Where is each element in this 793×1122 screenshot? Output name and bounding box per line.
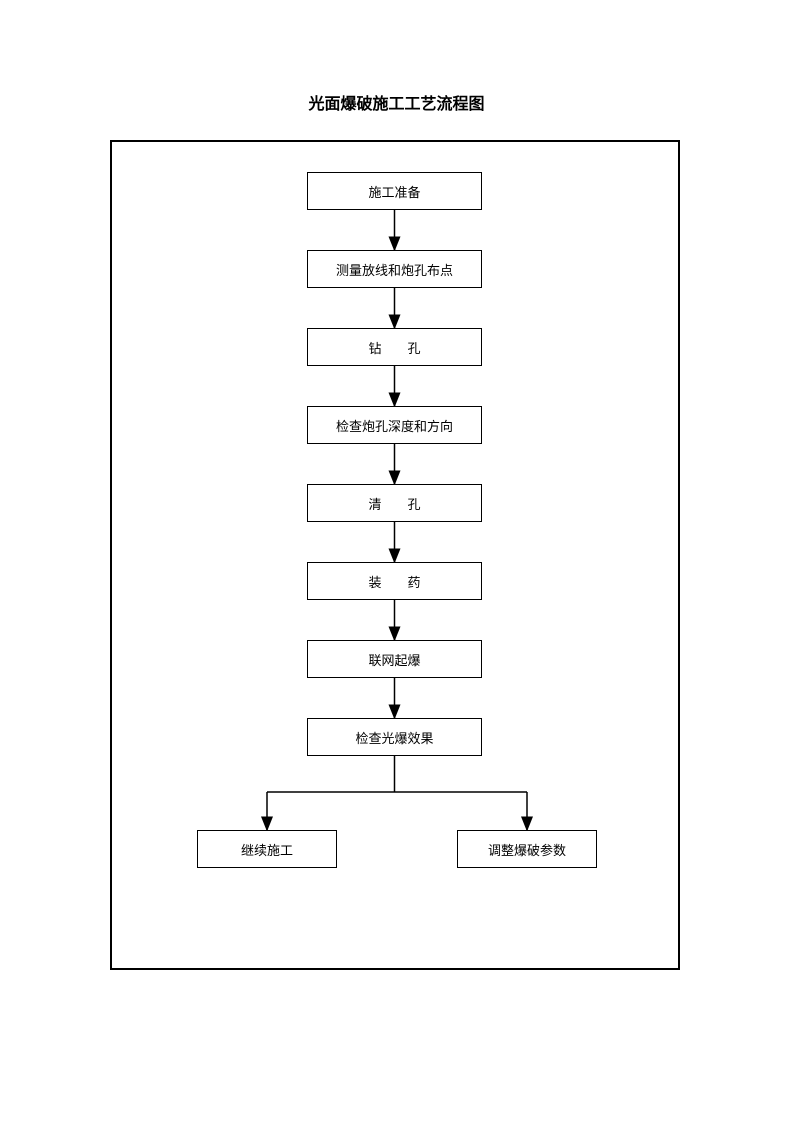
flow-node-n8: 检查光爆效果 [307, 718, 482, 756]
flow-node-n4: 检查炮孔深度和方向 [307, 406, 482, 444]
flow-node-n3: 钻 孔 [307, 328, 482, 366]
flow-node-n1: 施工准备 [307, 172, 482, 210]
flow-node-n5: 清 孔 [307, 484, 482, 522]
page-title: 光面爆破施工工艺流程图 [0, 90, 793, 114]
flow-node-n9: 继续施工 [197, 830, 337, 868]
flow-node-n10: 调整爆破参数 [457, 830, 597, 868]
flow-node-n2: 测量放线和炮孔布点 [307, 250, 482, 288]
flow-node-n7: 联网起爆 [307, 640, 482, 678]
flowchart-container: 施工准备测量放线和炮孔布点钻 孔检查炮孔深度和方向清 孔装 药联网起爆检查光爆效… [110, 140, 680, 970]
flow-node-n6: 装 药 [307, 562, 482, 600]
